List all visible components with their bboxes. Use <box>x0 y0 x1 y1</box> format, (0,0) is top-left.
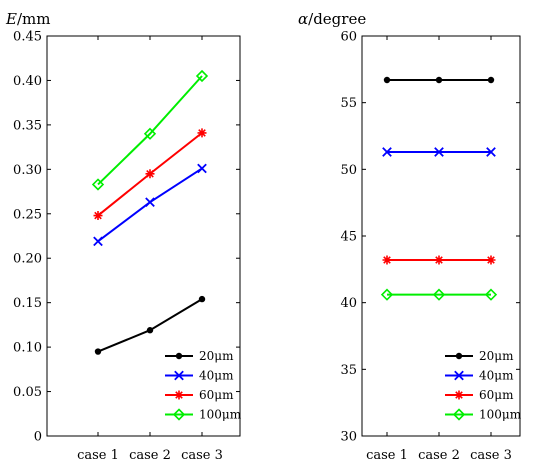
data-point <box>487 76 495 84</box>
data-point <box>486 147 496 157</box>
y-tick-label: 40 <box>340 296 357 311</box>
y-axis-label: α/degree <box>298 10 366 28</box>
data-point <box>93 236 103 247</box>
data-point <box>432 288 446 301</box>
series-line <box>97 75 203 186</box>
data-point <box>383 76 391 84</box>
y-tick-label: 35 <box>340 363 357 378</box>
legend-marker <box>452 408 466 421</box>
legend-label: 20μm <box>199 349 234 363</box>
x-tick-label: case 3 <box>470 448 512 463</box>
plot-frame <box>46 35 241 437</box>
x-tick-label: case 3 <box>181 448 223 463</box>
y-tick-label: 0.45 <box>13 30 42 45</box>
legend-label: 100μm <box>199 408 242 422</box>
data-point <box>145 169 155 179</box>
legend-marker <box>454 370 464 381</box>
data-point <box>146 327 154 334</box>
y-tick-label: 0.20 <box>13 252 42 267</box>
legend-marker <box>174 390 184 400</box>
data-point <box>435 76 443 84</box>
data-point <box>382 255 392 265</box>
legend-marker <box>455 352 463 360</box>
y-axis-label-unit: /mm <box>17 10 51 28</box>
data-point <box>94 348 102 355</box>
legend-label: 60μm <box>479 388 514 402</box>
data-point <box>195 69 209 83</box>
data-point <box>380 288 394 301</box>
legend-label: 40μm <box>479 369 514 383</box>
series-line <box>97 167 203 243</box>
data-point <box>434 255 444 265</box>
y-axis-label-symbol: α <box>298 10 308 28</box>
data-point <box>143 127 157 140</box>
y-tick-label: 0.10 <box>13 341 42 356</box>
y-tick-label: 30 <box>340 430 357 445</box>
legend-marker <box>174 370 184 381</box>
y-tick-label: 0 <box>34 430 42 445</box>
x-tick-label: case 1 <box>366 448 408 463</box>
data-point <box>198 295 206 303</box>
legend-label: 40μm <box>199 369 234 383</box>
data-point <box>197 163 207 174</box>
data-point <box>486 255 496 265</box>
y-axis-label: E/mm <box>5 10 50 28</box>
legend-marker <box>175 352 183 360</box>
series-line <box>97 298 203 353</box>
data-point <box>93 211 103 221</box>
legend-label: 100μm <box>479 408 522 422</box>
y-tick-label: 45 <box>340 230 357 245</box>
y-tick-label: 0.15 <box>13 296 42 311</box>
x-tick-label: case 2 <box>129 448 171 463</box>
y-tick-label: 60 <box>340 30 357 45</box>
y-tick-label: 50 <box>340 163 357 178</box>
y-tick-label: 0.30 <box>13 163 42 178</box>
data-point <box>434 147 444 157</box>
legend-marker <box>454 390 464 400</box>
y-axis-label-symbol: E <box>5 10 17 28</box>
x-tick-label: case 2 <box>418 448 460 463</box>
data-point <box>382 147 392 157</box>
y-tick-label: 0.05 <box>13 385 42 400</box>
legend-label: 20μm <box>479 349 514 363</box>
data-point <box>145 197 155 208</box>
y-tick-label: 55 <box>340 96 357 111</box>
chart-e-mm: 0 0.05 0.10 0.15 0.20 0.25 0.30 0.35 0.40 0.45 cas… <box>5 10 242 463</box>
data-point <box>484 288 498 301</box>
y-tick-label: 0.35 <box>13 118 42 133</box>
x-tick-label: case 1 <box>77 448 119 463</box>
legend-label: 60μm <box>199 388 234 402</box>
y-tick-label: 0.25 <box>13 207 42 222</box>
data-point <box>91 178 105 191</box>
y-tick-label: 0.40 <box>13 74 42 89</box>
y-axis-label-unit: /degree <box>308 10 366 28</box>
chart-alpha-degree: 30 35 40 45 50 55 60 case 1 case 2 case 3 α/degree… <box>298 10 522 463</box>
data-point <box>197 128 207 138</box>
legend-marker <box>172 408 186 421</box>
